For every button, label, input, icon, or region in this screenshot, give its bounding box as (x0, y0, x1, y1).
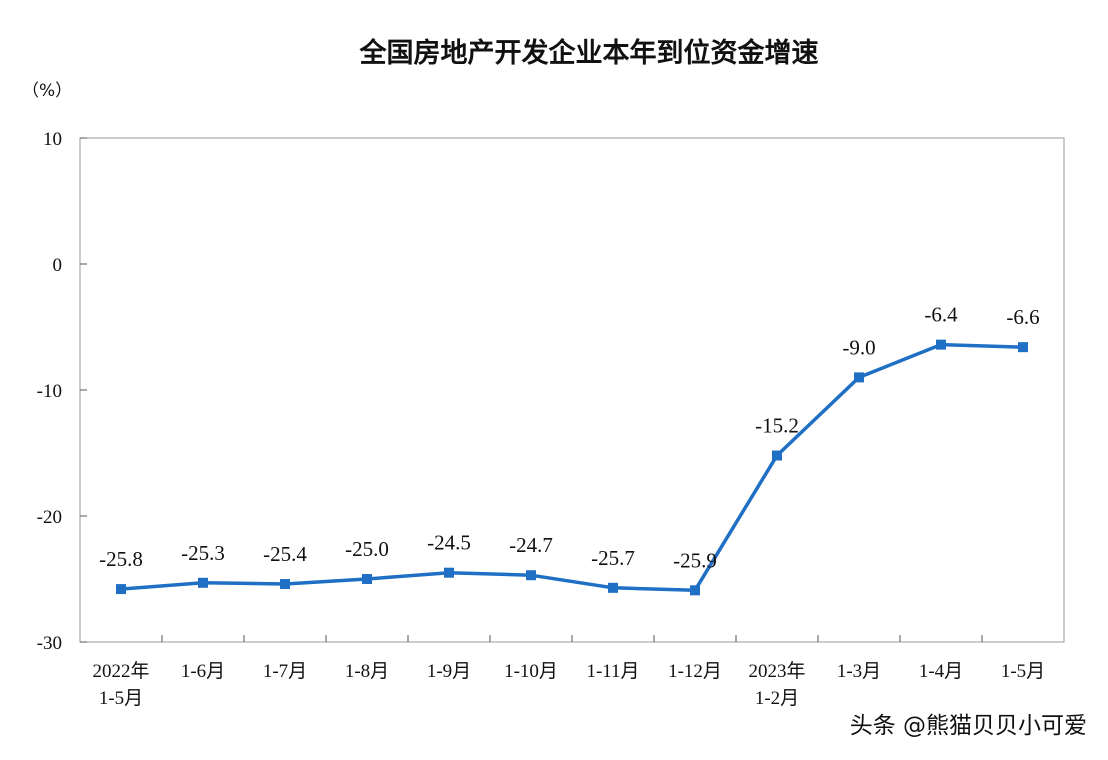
x-tick-label: 1-12月 (668, 661, 722, 682)
data-label: -25.4 (263, 542, 307, 566)
data-label: -25.3 (181, 541, 225, 565)
y-tick-label: 10 (43, 129, 62, 150)
x-tick-label: 1-6月 (181, 661, 225, 682)
data-label: -25.7 (591, 546, 635, 570)
x-tick-label: 1-11月 (586, 661, 639, 682)
data-label: -9.0 (842, 335, 875, 359)
x-tick-label: 1-9月 (427, 661, 471, 682)
data-point-marker (1018, 342, 1028, 353)
data-point-marker (608, 582, 618, 593)
series-line (116, 339, 1028, 596)
data-label: -15.2 (755, 414, 799, 438)
data-label: -24.5 (427, 531, 471, 555)
y-tick-label: -20 (37, 507, 62, 528)
data-point-marker (936, 339, 946, 350)
y-tick-label: 0 (53, 255, 63, 276)
x-tick-label: 1-3月 (837, 661, 881, 682)
y-tick-label: -10 (37, 381, 62, 402)
x-tick-label: 1-5月 (99, 688, 143, 709)
x-axis: 2022年 1-5月 1-6月 1-7月 1-8月 1-9月 1-10月 1-11月 1-12月… (92, 635, 1045, 709)
x-tick-label: 1-4月 (919, 661, 963, 682)
data-label: -6.6 (1006, 305, 1039, 329)
data-point-marker (280, 579, 290, 590)
y-tick-label: -30 (37, 633, 62, 654)
data-point-marker (854, 372, 864, 383)
x-tick-label: 1-5月 (1001, 661, 1045, 682)
data-point-marker (444, 567, 454, 578)
x-tick-label: 2023年 (748, 660, 805, 682)
data-point-marker (198, 577, 208, 588)
x-tick-label: 2022年 (92, 660, 149, 682)
data-point-marker (772, 450, 782, 461)
x-tick-label: 1-10月 (504, 661, 558, 682)
data-point-marker (526, 570, 536, 581)
data-point-marker (116, 584, 126, 595)
watermark-text: 头条 @熊猫贝贝小可爱 (850, 713, 1087, 739)
x-tick-label: 1-7月 (263, 661, 307, 682)
x-tick-label: 1-8月 (345, 661, 389, 682)
chart-title: 全国房地产开发企业本年到位资金增速 (359, 37, 819, 69)
data-label: -25.8 (99, 547, 143, 571)
series-path (120, 342, 1024, 593)
plot-frame (79, 137, 1065, 643)
data-label: -24.7 (509, 533, 553, 557)
data-labels: -25.8 -25.3 -25.4 -25.0 -24.5 -24.7 -25.7 -25.9… (99, 303, 1040, 573)
y-axis: 10 0 -10 -20 -30 (37, 129, 87, 654)
data-point-marker (362, 574, 372, 584)
y-unit-label: （%） (22, 81, 72, 101)
x-tick-label: 1-2月 (755, 688, 799, 709)
data-label: -25.0 (345, 537, 389, 561)
data-point-marker (690, 585, 700, 596)
data-label: -6.4 (924, 303, 958, 327)
data-label: -25.9 (673, 548, 717, 572)
